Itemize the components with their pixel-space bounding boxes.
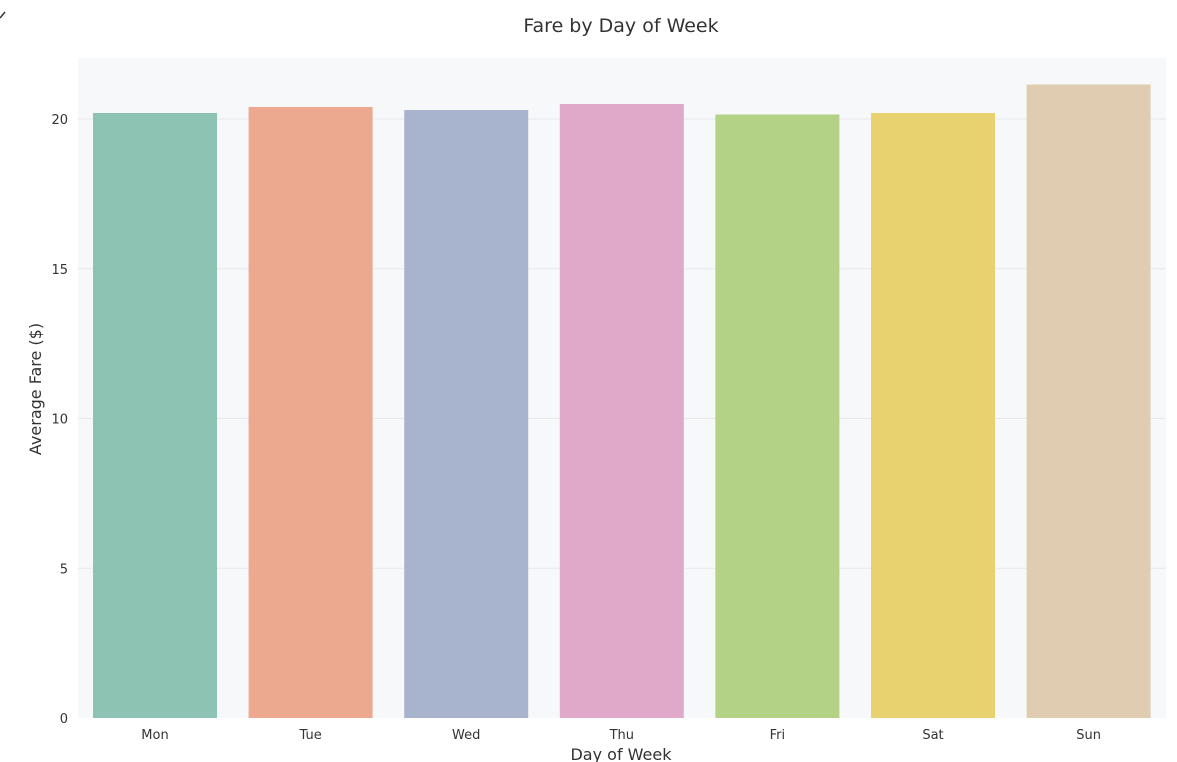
bar-tue	[248, 107, 373, 718]
x-tick-label: Mon	[141, 728, 168, 743]
bar-sat	[871, 113, 995, 718]
bar-fri	[715, 114, 840, 718]
y-tick-label: 10	[51, 413, 68, 428]
y-tick-label: 5	[60, 562, 68, 577]
y-axis-title: Average Fare ($)	[26, 323, 45, 455]
y-tick-label: 15	[51, 263, 68, 278]
y-axis-ticks: 0 5 10 15 20	[51, 113, 68, 727]
y-tick-label: 20	[51, 113, 68, 128]
corner-mark-icon	[0, 11, 6, 19]
x-axis-title: Day of Week	[570, 745, 672, 762]
x-tick-label: Wed	[452, 728, 480, 743]
x-tick-label: Sun	[1076, 728, 1101, 743]
chart-title: Fare by Day of Week	[523, 15, 718, 37]
y-tick-label: 0	[60, 712, 68, 727]
x-tick-label: Sat	[922, 728, 943, 743]
bar-wed	[404, 110, 529, 718]
x-tick-label: Tue	[298, 728, 321, 743]
x-axis-ticks: Mon Tue Wed Thu Fri Sat Sun	[141, 728, 1101, 743]
bar-mon	[93, 113, 217, 718]
bar-thu	[559, 104, 684, 718]
bars	[93, 84, 1151, 719]
x-tick-label: Thu	[609, 728, 634, 743]
bar-sun	[1026, 84, 1151, 719]
x-tick-label: Fri	[770, 728, 786, 743]
